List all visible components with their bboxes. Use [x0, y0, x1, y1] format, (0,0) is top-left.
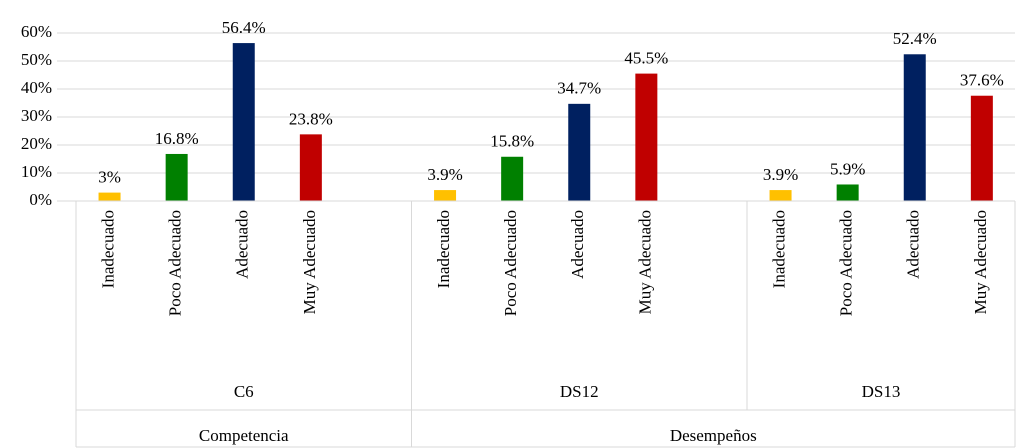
x-tick-label: Poco Adecuado: [837, 210, 856, 316]
value-label: 5.9%: [830, 159, 865, 178]
x-tick-label: Inadecuado: [434, 210, 453, 288]
bar: [970, 95, 993, 201]
value-label: 15.8%: [490, 132, 534, 151]
value-label: 23.8%: [289, 109, 333, 128]
supergroup-label: Competencia: [199, 426, 289, 445]
y-tick-label: 60%: [21, 22, 52, 41]
y-tick-label: 40%: [21, 78, 52, 97]
value-label: 52.4%: [893, 29, 937, 48]
value-label: 34.7%: [557, 79, 601, 98]
bar: [769, 190, 792, 201]
x-tick-label: Muy Adecuado: [300, 210, 319, 314]
y-tick-label: 30%: [21, 106, 52, 125]
bar: [299, 134, 322, 201]
value-label: 3.9%: [763, 165, 798, 184]
x-tick-label: Adecuado: [568, 210, 587, 279]
supergroup-label: Desempeños: [670, 426, 757, 445]
bar: [434, 190, 457, 201]
bar: [836, 184, 859, 201]
bar: [232, 43, 255, 201]
x-tick-label: Inadecuado: [769, 210, 788, 288]
value-label: 56.4%: [222, 18, 266, 37]
x-tick-label: Poco Adecuado: [501, 210, 520, 316]
bar: [568, 103, 591, 201]
value-label: 3%: [98, 168, 121, 187]
bar: [165, 153, 188, 201]
x-tick-label: Inadecuado: [98, 210, 117, 288]
y-tick-label: 0%: [29, 190, 52, 209]
bar: [98, 192, 121, 201]
group-label: DS13: [862, 382, 901, 401]
group-label: C6: [234, 382, 254, 401]
x-tick-label: Adecuado: [904, 210, 923, 279]
value-label: 16.8%: [155, 129, 199, 148]
x-tick-label: Adecuado: [233, 210, 252, 279]
bar: [635, 73, 658, 201]
bar: [903, 54, 926, 201]
value-label: 3.9%: [427, 165, 462, 184]
x-tick-label: Muy Adecuado: [635, 210, 654, 314]
group-label: DS12: [560, 382, 599, 401]
y-tick-label: 10%: [21, 162, 52, 181]
y-tick-label: 20%: [21, 134, 52, 153]
value-label: 45.5%: [624, 49, 668, 68]
x-tick-label: Poco Adecuado: [166, 210, 185, 316]
value-label: 37.6%: [960, 71, 1004, 90]
x-tick-label: Muy Adecuado: [971, 210, 990, 314]
bar: [501, 156, 524, 201]
y-tick-label: 50%: [21, 50, 52, 69]
